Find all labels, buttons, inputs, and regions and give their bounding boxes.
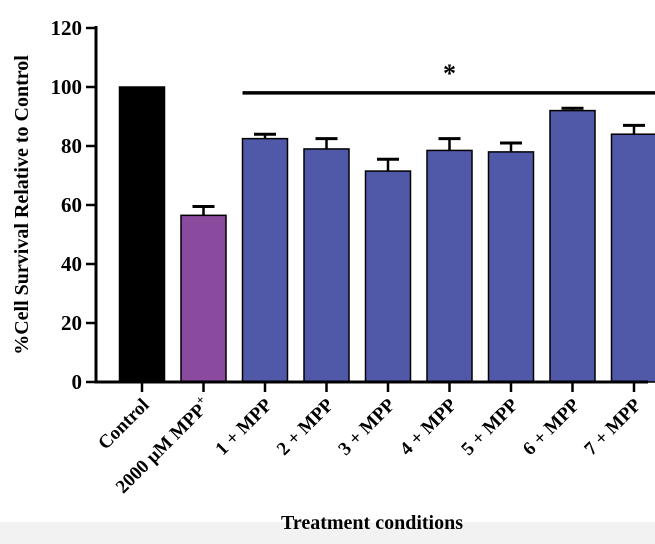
y-axis-title: %Cell Survival Relative to Control <box>11 55 33 355</box>
y-tick-label-120: 120 <box>51 16 83 40</box>
bar-5 <box>364 170 412 383</box>
x-label-5: 3 + MPP <box>334 394 399 459</box>
error-bar-8 <box>561 106 584 111</box>
error-bar-5 <box>377 157 399 172</box>
bar-9 <box>610 133 655 383</box>
y-tick-label-60: 60 <box>61 193 82 217</box>
bar-6 <box>426 149 473 383</box>
bottom-band <box>0 522 655 544</box>
x-label-3: 1 + MPP <box>211 394 276 459</box>
axes-layer <box>86 26 648 392</box>
y-tick-label-100: 100 <box>51 75 83 99</box>
bar-8 <box>549 109 596 383</box>
error-bar-2 <box>192 204 215 216</box>
error-bar-4 <box>315 137 338 149</box>
x-label-6: 4 + MPP <box>396 394 461 459</box>
error-bars-layer <box>192 106 645 216</box>
x-label-7: 5 + MPP <box>457 394 522 459</box>
y-tick-label-20: 20 <box>61 311 82 335</box>
y-tick-label-80: 80 <box>61 134 82 158</box>
error-bar-9 <box>623 123 645 135</box>
x-axis-title: Treatment conditions <box>281 512 463 534</box>
bar-1 <box>118 86 166 383</box>
error-bar-3 <box>254 132 276 139</box>
bars-layer <box>118 86 655 383</box>
x-label-1: Control <box>94 395 153 454</box>
y-tick-label-40: 40 <box>61 252 82 276</box>
x-label-8: 6 + MPP <box>519 394 584 459</box>
x-label-4: 2 + MPP <box>273 394 338 459</box>
bar-2 <box>180 214 227 383</box>
error-bar-7 <box>500 141 522 152</box>
bar-4 <box>303 148 350 383</box>
bar-7 <box>487 151 535 383</box>
error-bar-6 <box>438 137 461 151</box>
significance-star: * <box>443 59 456 88</box>
bar-3 <box>241 137 289 383</box>
y-ticks-layer: 0 20 40 60 80 100 120 <box>51 16 83 394</box>
y-tick-label-0: 0 <box>72 370 83 394</box>
x-label-9: 7 + MPP <box>580 394 645 459</box>
significance-layer: * <box>242 59 655 95</box>
